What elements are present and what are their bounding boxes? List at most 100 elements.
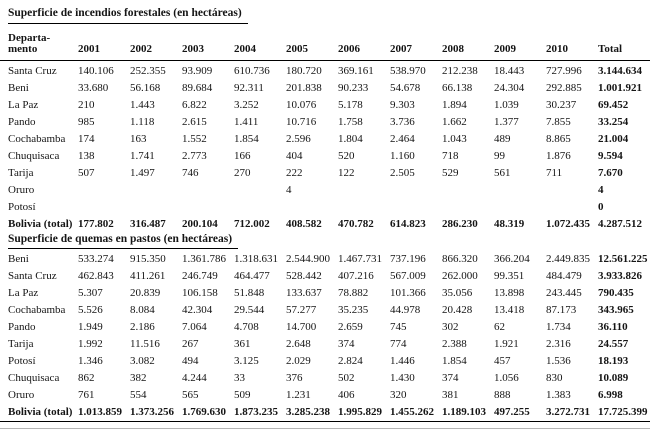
table-row: Beni 533.274 915.350 1.361.786 1.318.631 2.54… [0,249,650,266]
cell-value: 246.749 [182,270,218,283]
cell-value [494,180,546,197]
cell-value: 62 [494,321,505,334]
cell-value: 2.773 [182,150,207,163]
header-year-2006: 2006 [338,26,390,61]
cell-value: 529 [442,167,459,180]
cell-value: 1.043 [442,133,467,146]
cell-value: 361 [234,338,251,351]
cell-value [78,180,130,197]
header-year-2004: 2004 [234,26,286,61]
cell-value [234,197,286,214]
section-title-row: Superficie de quemas en pastos (en hectá… [0,231,650,249]
cell-value: 316.487 [130,218,166,231]
cell-department: Bolivia (total) [8,406,73,419]
table-row: Pando 1.949 2.186 7.064 4.708 14.700 2.659 745 3… [0,317,650,334]
cell-value: 90.233 [338,82,369,95]
cell-total: 3.933.826 [598,270,642,283]
cell-value: 2.029 [286,355,311,368]
table-row: Beni 33.680 56.168 89.684 92.311 201.838 90.23… [0,78,650,95]
cell-value: 2.615 [182,116,207,129]
cell-value: 727.996 [546,65,582,78]
cell-value: 1.443 [130,99,155,112]
cell-total: 4 [598,184,604,197]
cell-value: 6.822 [182,99,207,112]
cell-value: 745 [390,321,407,334]
cell-value: 3.272.731 [546,406,590,419]
cell-value: 320 [390,389,407,402]
cell-value: 212.238 [442,65,478,78]
cell-value: 1.160 [390,150,415,163]
table-row: La Paz 210 1.443 6.822 3.252 10.076 5.178 9.303… [0,95,650,112]
cell-value: 292.885 [546,82,582,95]
cell-value [390,197,442,214]
cell-value: 2.186 [130,321,155,334]
bottom-rule [0,421,650,422]
cell-value: 509 [234,389,251,402]
cell-value: 457 [494,355,511,368]
cell-value: 180.720 [286,65,322,78]
cell-value [286,197,338,214]
cell-value: 746 [182,167,199,180]
cell-value: 1.072.435 [546,218,590,231]
cell-value: 1.056 [494,372,519,385]
cell-value: 2.824 [338,355,363,368]
cell-value: 92.311 [234,82,264,95]
header-year-2002: 2002 [130,26,182,61]
cell-value: 243.445 [546,287,582,300]
cell-value: 1.446 [390,355,415,368]
cell-value: 201.838 [286,82,322,95]
cell-value: 484.479 [546,270,582,283]
cell-total: 4.287.512 [598,218,642,231]
cell-value [546,180,598,197]
cell-department: Oruro [8,184,35,197]
cell-value [338,180,390,197]
cell-department: Tarija [8,167,34,180]
cell-value: 2.464 [390,133,415,146]
header-total: Total [598,26,650,61]
bottom-rule-light [0,428,650,429]
cell-value: 10.076 [286,99,317,112]
cell-value: 35.056 [442,287,473,300]
header-department-line2: mento [8,43,38,56]
cell-total: 12.561.225 [598,253,648,266]
cell-department: Chuquisaca [8,150,60,163]
cell-value: 262.000 [442,270,478,283]
header-year-2003: 2003 [182,26,234,61]
header-department: Departa- mento [0,26,78,61]
cell-value: 20.839 [130,287,161,300]
cell-value: 2.449.835 [546,253,590,266]
cell-value: 89.684 [182,82,213,95]
table-row: Chuquisaca 138 1.741 2.773 166 404 520 1.160 718… [0,146,650,163]
table-row: Cochabamba 5.526 8.084 42.304 29.544 57.277 35… [0,300,650,317]
section-title-cell: Superficie de quemas en pastos (en hectá… [0,231,650,249]
cell-department: Beni [8,253,29,266]
cell-value [182,180,234,197]
header-department-line1: Departa- [8,31,51,44]
cell-value: 1.662 [442,116,467,129]
cell-value: 1.013.859 [78,406,122,419]
cell-value: 4.244 [182,372,207,385]
cell-department: La Paz [8,287,39,300]
cell-value: 5.178 [338,99,363,112]
cell-value: 99 [494,150,505,163]
cell-value: 42.304 [182,304,213,317]
cell-value: 7.064 [182,321,207,334]
table-body: Santa Cruz 140.106 252.355 93.909 610.736 180… [0,61,650,420]
cell-value: 1.430 [390,372,415,385]
cell-value: 48.319 [494,218,525,231]
cell-total: 18.193 [598,355,629,368]
cell-value: 985 [78,116,95,129]
cell-department: La Paz [8,99,39,112]
cell-total: 36.110 [598,321,628,334]
cell-value: 4.708 [234,321,259,334]
cell-value: 3.252 [234,99,259,112]
cell-total: 3.144.634 [598,65,642,78]
header-year-2008: 2008 [442,26,494,61]
cell-value [494,197,546,214]
cell-value: 54.678 [390,82,421,95]
cell-department: Santa Cruz [8,270,57,283]
cell-value: 10.716 [286,116,317,129]
cell-department: Potosí [8,355,36,368]
cell-value [338,197,390,214]
cell-value: 11.516 [130,338,160,351]
